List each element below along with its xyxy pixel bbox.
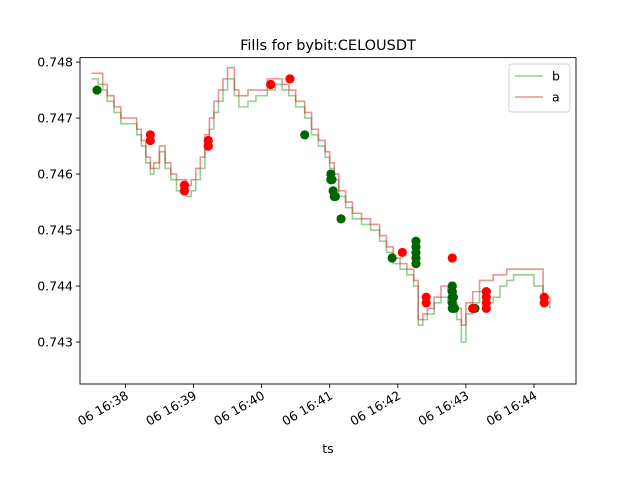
y-tick-label: 0.748 <box>37 55 73 70</box>
fill-marker-buy <box>411 259 421 269</box>
legend: b a <box>508 63 571 113</box>
y-axis: 0.743 0.744 0.745 0.746 0.747 0.748 <box>37 55 80 350</box>
fill-marker-sell <box>468 303 478 314</box>
y-tick-label: 0.747 <box>37 111 73 126</box>
fill-marker-sell <box>145 135 155 146</box>
fill-marker-sell <box>539 298 549 308</box>
fill-marker-sell <box>447 253 457 263</box>
legend-label-a: a <box>552 90 560 105</box>
chart-title: Fills for bybit:CELOUSDT <box>240 38 416 54</box>
legend-label-b: b <box>552 69 560 84</box>
fill-marker-sell <box>481 303 491 314</box>
fill-marker-buy <box>448 292 459 302</box>
fill-marker-buy <box>330 191 340 202</box>
x-axis-label: ts <box>322 441 333 456</box>
fill-marker-buy <box>327 175 337 185</box>
fill-marker-buy <box>300 130 310 140</box>
fill-marker-sell <box>421 298 431 308</box>
fill-marker-sell <box>179 186 190 196</box>
fill-marker-sell <box>285 74 295 84</box>
fill-marker-buy <box>449 303 460 314</box>
y-tick-label: 0.743 <box>37 335 73 350</box>
fill-marker-buy <box>92 85 102 95</box>
y-tick-label: 0.746 <box>37 167 73 182</box>
plot-frame <box>79 57 577 385</box>
fill-marker-buy <box>336 214 346 224</box>
fill-marker-sell <box>266 79 276 90</box>
y-tick-label: 0.745 <box>37 223 73 238</box>
legend-frame <box>508 63 571 113</box>
y-tick-label: 0.744 <box>37 279 73 294</box>
fill-marker-buy <box>387 253 397 263</box>
plot-area <box>91 66 551 343</box>
fill-marker-sell <box>203 141 213 151</box>
fill-marker-sell <box>397 247 407 258</box>
